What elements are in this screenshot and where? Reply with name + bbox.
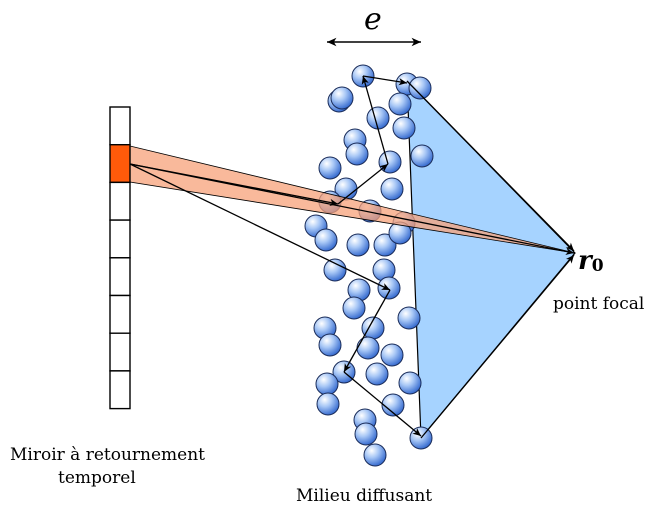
medium-label: Milieu diffusant — [296, 486, 433, 506]
mirror-element — [109, 219, 131, 259]
scatterer-sphere-icon — [356, 336, 380, 360]
scatterer-sphere-icon — [381, 393, 405, 417]
ray-scatter-3 — [362, 75, 408, 86]
ray-paths — [129, 75, 575, 439]
scatterer-sphere-icon — [380, 177, 404, 201]
ray-to-scatterer-b — [129, 163, 391, 291]
ray-scatter-4 — [343, 289, 391, 373]
scatterer-sphere-icon — [354, 422, 378, 446]
ray-to-scatterer-a — [129, 163, 339, 207]
focal-symbol-text: r — [578, 246, 592, 276]
mirror-label: Miroir à retournement temporel — [10, 444, 232, 490]
scatterer-sphere-icon — [345, 142, 369, 166]
time-reversal-mirror — [109, 106, 131, 410]
scatterer-sphere-icon — [323, 258, 347, 282]
scatterer-sphere-icon — [388, 92, 412, 116]
scatterer-sphere-icon — [346, 233, 370, 257]
mirror-element — [109, 106, 131, 146]
focal-symbol-subscript: 0 — [591, 256, 604, 276]
ray-scatter-2 — [361, 75, 389, 165]
scatterer-sphere-icon — [330, 86, 354, 110]
ray-focus-top — [406, 80, 575, 252]
mirror-label-line2: temporel — [58, 468, 136, 488]
scatterer-sphere-icon — [397, 306, 421, 330]
mirror-element-active — [109, 143, 131, 184]
scatterer-sphere-icon — [363, 443, 387, 467]
scatterer-sphere-icon — [373, 233, 397, 257]
scatterer-sphere-icon — [398, 371, 422, 395]
scatterer-sphere-icon — [380, 343, 404, 367]
scatterer-sphere-icon — [318, 333, 342, 357]
focal-point-symbol: r0 — [578, 246, 604, 276]
mirror-element — [109, 294, 131, 334]
scatterer-sphere-icon — [365, 362, 389, 386]
mirror-element — [109, 332, 131, 372]
ray-scatter-5 — [343, 371, 422, 437]
scatterer-sphere-icon — [378, 150, 402, 174]
scatterer-sphere-icon — [318, 156, 342, 180]
mirror-element — [109, 257, 131, 297]
scatterer-sphere-icon — [316, 392, 340, 416]
focus-cone — [406, 79, 576, 440]
scatterer-sphere-icon — [377, 276, 401, 300]
scatterer-sphere-icon — [314, 228, 338, 252]
scatterer-sphere-icon — [342, 296, 366, 320]
scatterer-sphere-icon — [366, 106, 390, 130]
thickness-label: e — [364, 2, 382, 37]
mirror-label-line1: Miroir à retournement — [10, 445, 206, 465]
scattering-medium — [304, 64, 434, 467]
ray-focus-bottom — [420, 254, 575, 439]
scatterer-sphere-icon — [408, 76, 432, 100]
mirror-element — [109, 370, 131, 410]
scatterer-sphere-icon — [392, 116, 416, 140]
focal-point-label: point focal — [553, 294, 645, 314]
ray-scatter-1 — [337, 163, 389, 205]
scatterer-sphere-icon — [410, 144, 434, 168]
mirror-element — [109, 181, 131, 221]
scatterer-sphere-icon — [315, 372, 339, 396]
